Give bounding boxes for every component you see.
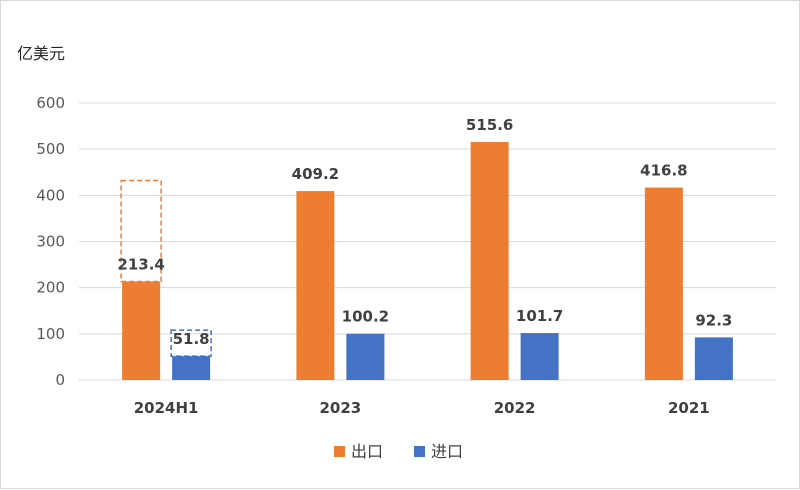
y-tick-label: 100 [36,325,65,343]
data-label: 51.8 [173,330,210,348]
data-labels: 213.4 51.8 409.2 100.2 515.6 101.7 416.8 92.3 [117,116,732,348]
y-tick-label: 500 [36,140,65,158]
data-label: 100.2 [342,308,389,326]
x-category-label: 2024H1 [134,399,199,417]
projection-outline [170,329,212,357]
bar-export [296,191,335,380]
data-label: 92.3 [695,311,732,329]
x-axis-categories: 2024H1 2023 2022 2021 [134,399,710,417]
x-category-label: 2021 [668,399,710,417]
y-axis-unit-label: 亿美元 [17,44,65,63]
data-label: 213.4 [117,255,164,273]
y-tick-label: 600 [36,94,65,112]
bar-export [470,141,509,380]
y-tick-label: 400 [36,186,65,204]
bar-import [172,356,211,380]
data-label: 416.8 [640,162,687,180]
y-tick-label: 200 [36,279,65,297]
bars [122,141,733,380]
x-category-label: 2022 [494,399,536,417]
legend-label: 出口 [351,442,383,461]
bar-export [122,281,161,380]
legend: 出口 进口 [334,442,463,461]
bar-import [694,337,733,380]
bar-import [346,333,385,380]
legend-swatch [414,446,425,457]
x-category-label: 2023 [320,399,362,417]
y-tick-label: 0 [55,371,65,389]
bar-import [520,333,559,380]
y-axis-ticks: 0 100 200 300 400 500 600 [36,94,65,389]
projection-outlines [120,179,212,357]
y-tick-label: 300 [36,233,65,251]
legend-swatch [334,446,345,457]
data-label: 515.6 [466,116,513,134]
data-label: 101.7 [516,307,563,325]
bar-export [644,187,683,380]
legend-label: 进口 [431,442,463,461]
data-label: 409.2 [292,165,339,183]
projection-outline [120,179,162,283]
gridlines [79,102,776,381]
